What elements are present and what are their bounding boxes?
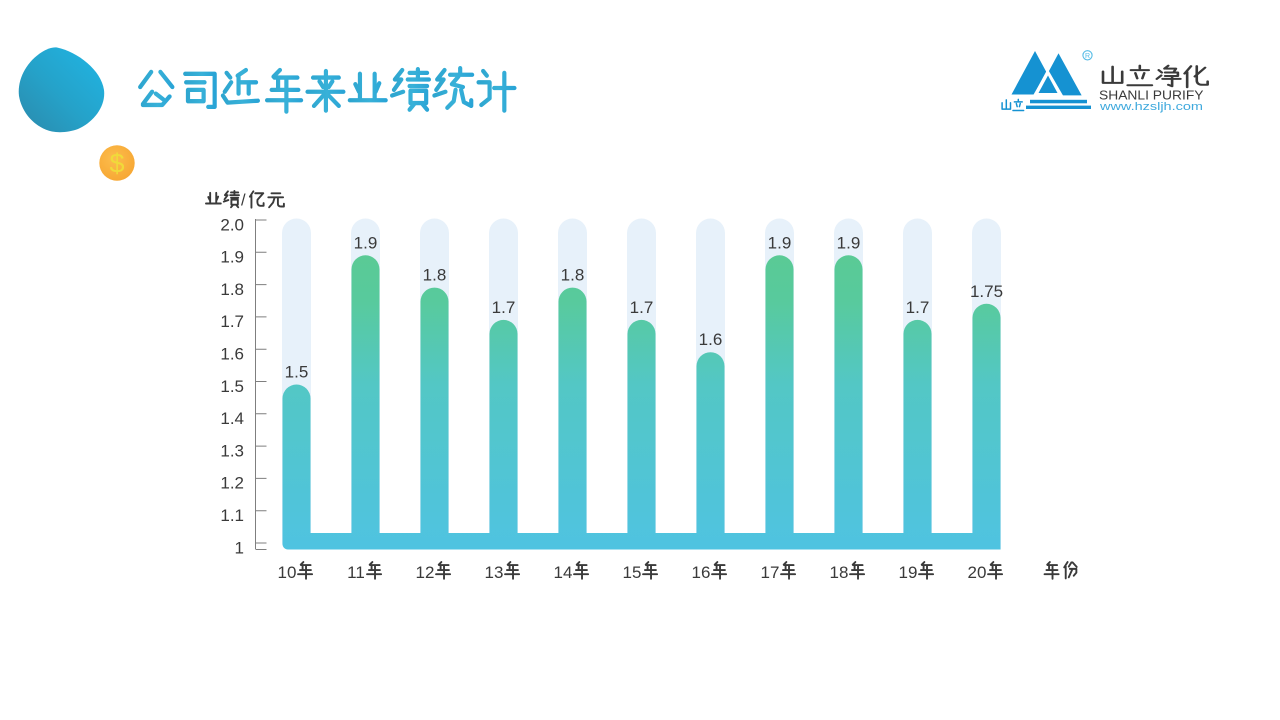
svg-text:12: 12 — [416, 563, 435, 582]
svg-text:/: / — [241, 192, 246, 210]
svg-text:1.6: 1.6 — [699, 330, 723, 349]
svg-text:2.0: 2.0 — [220, 215, 244, 234]
svg-text:1.4: 1.4 — [220, 409, 244, 428]
svg-text:1.5: 1.5 — [220, 377, 244, 396]
svg-text:www.hzsljh.com: www.hzsljh.com — [1099, 101, 1203, 113]
svg-text:1.1: 1.1 — [220, 506, 244, 525]
svg-text:SHANLI PURIFY: SHANLI PURIFY — [1099, 89, 1204, 103]
svg-text:1.5: 1.5 — [285, 363, 309, 382]
svg-text:10: 10 — [278, 563, 297, 582]
svg-text:1.9: 1.9 — [354, 233, 378, 252]
svg-text:15: 15 — [623, 563, 642, 582]
svg-text:18: 18 — [830, 563, 849, 582]
svg-text:1.2: 1.2 — [220, 474, 244, 493]
svg-text:1.7: 1.7 — [220, 312, 244, 331]
svg-text:1.7: 1.7 — [492, 298, 516, 317]
svg-text:1.9: 1.9 — [768, 233, 792, 252]
svg-text:16: 16 — [692, 563, 711, 582]
svg-text:$: $ — [109, 149, 124, 179]
svg-text:1.7: 1.7 — [906, 298, 930, 317]
svg-text:11: 11 — [347, 563, 365, 582]
svg-text:R: R — [1085, 53, 1090, 60]
svg-text:1.3: 1.3 — [220, 441, 244, 460]
svg-text:1.9: 1.9 — [837, 233, 861, 252]
svg-text:1.75: 1.75 — [970, 282, 1003, 301]
svg-text:1.7: 1.7 — [630, 298, 654, 317]
svg-text:1.9: 1.9 — [220, 248, 244, 267]
svg-text:14: 14 — [554, 563, 573, 582]
svg-text:1.8: 1.8 — [561, 266, 585, 285]
svg-text:1.6: 1.6 — [220, 345, 244, 364]
svg-text:1.8: 1.8 — [423, 266, 447, 285]
svg-text:1: 1 — [235, 538, 244, 557]
svg-text:19: 19 — [899, 563, 918, 582]
svg-text:20: 20 — [968, 563, 987, 582]
svg-text:1.8: 1.8 — [220, 280, 244, 299]
svg-text:17: 17 — [761, 563, 780, 582]
svg-text:13: 13 — [485, 563, 504, 582]
